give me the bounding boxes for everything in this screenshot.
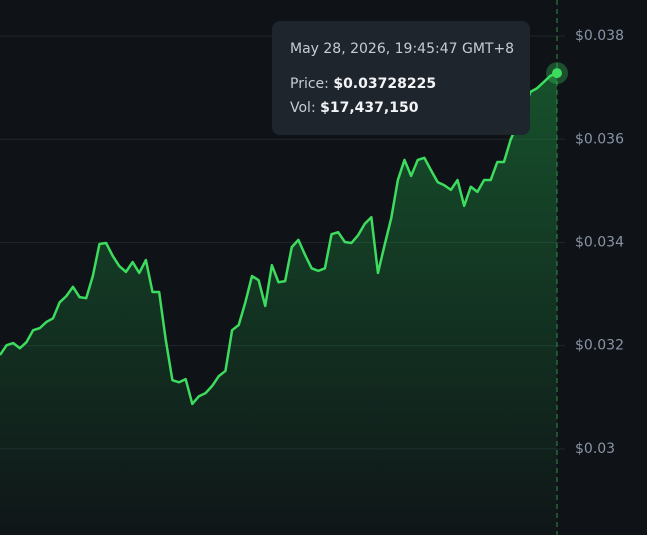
y-tick-label: $0.038 — [575, 28, 624, 44]
tooltip: May 28, 2026, 19:45:47 GMT+8 Price: $0.0… — [272, 21, 530, 135]
y-tick-label: $0.03 — [575, 441, 615, 457]
vol-label: Vol: — [290, 100, 316, 116]
y-tick-label: $0.032 — [575, 338, 624, 354]
price-value: $0.03728225 — [333, 76, 437, 92]
price-line — [0, 71, 558, 406]
y-tick-label: $0.034 — [575, 234, 624, 250]
hover-point — [552, 68, 562, 79]
tooltip-time: May 28, 2026, 19:45:47 GMT+8 — [290, 41, 515, 57]
price-label: Price: — [290, 76, 329, 92]
tooltip-price: Price: $0.03728225 — [290, 76, 436, 92]
vol-value: $17,437,150 — [320, 100, 419, 116]
tooltip-vol: Vol: $17,437,150 — [290, 100, 418, 116]
y-tick-label: $0.036 — [575, 131, 624, 147]
area — [0, 73, 557, 535]
